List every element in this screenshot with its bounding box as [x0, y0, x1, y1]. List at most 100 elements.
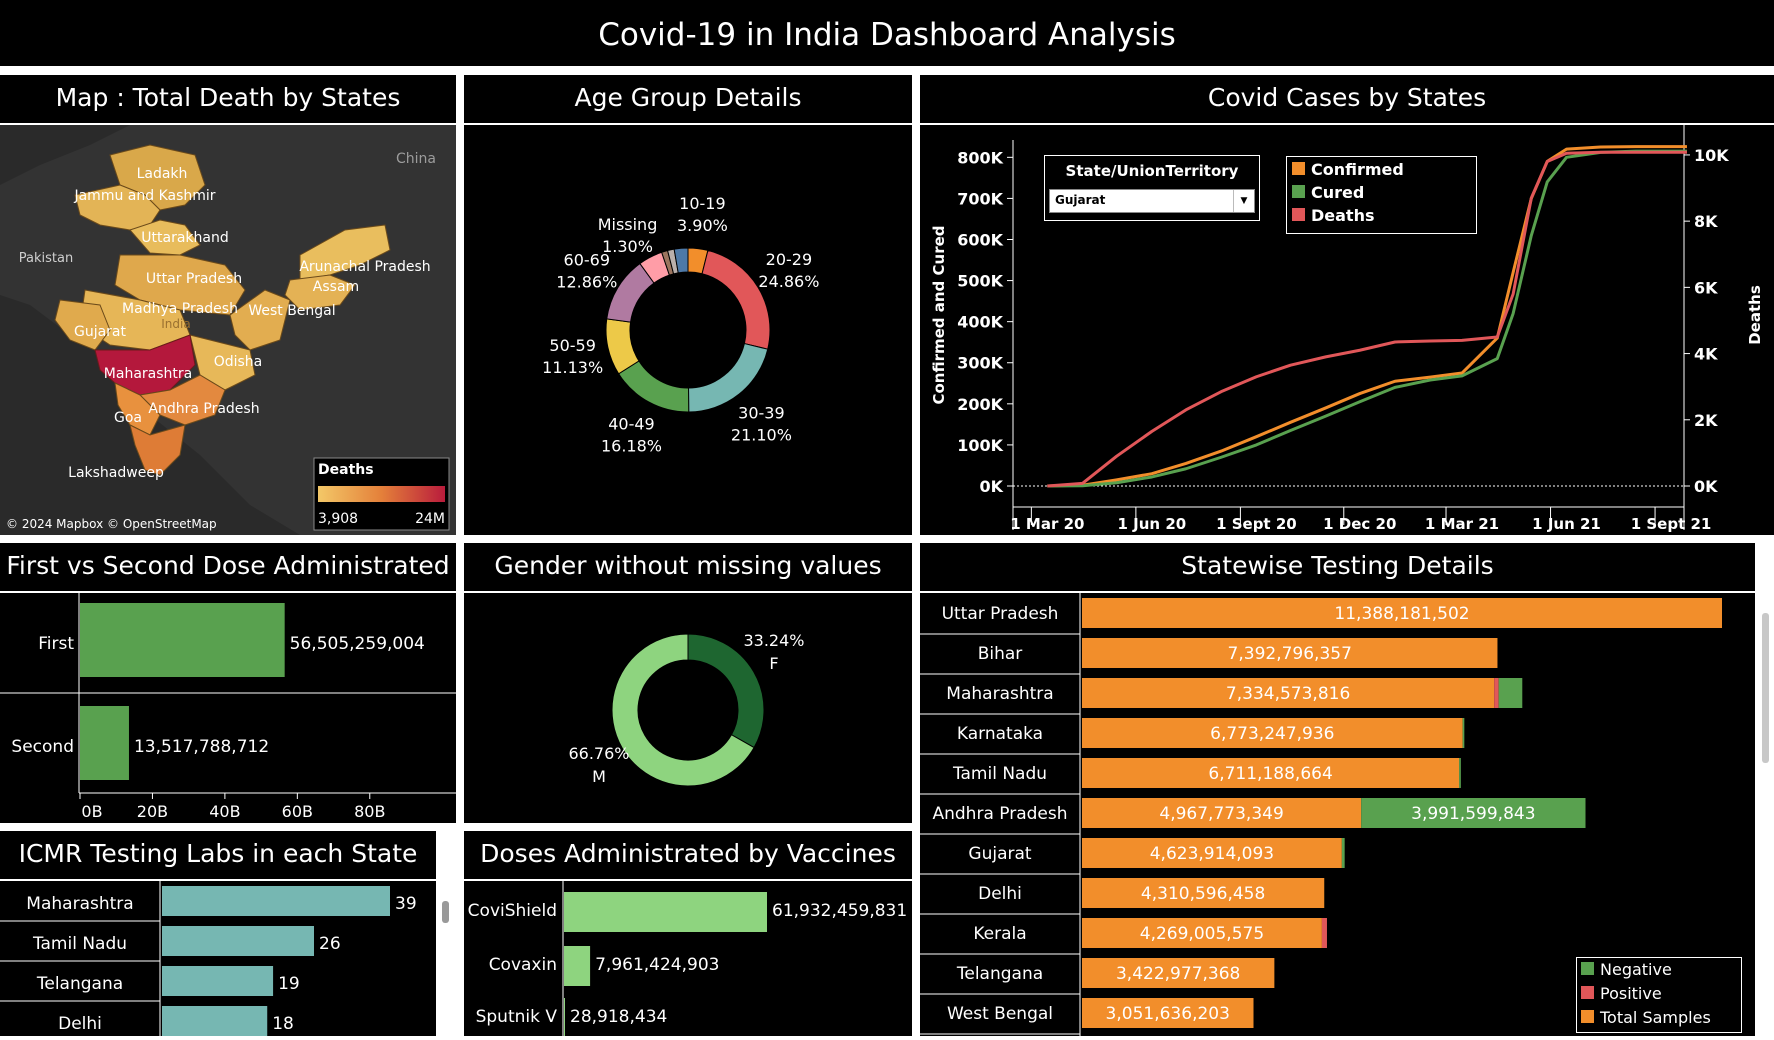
cases-y-tick-label: 500K: [957, 272, 1003, 291]
age-slice[interactable]: [688, 342, 769, 413]
state-filter-dropdown[interactable]: Gujarat ▼: [1049, 189, 1255, 213]
testing-bar-value: 4,623,914,093: [1150, 844, 1274, 864]
map-panel[interactable]: China Pakistan India Ladakh Jammu and Ka…: [0, 125, 456, 535]
testing-bar-total-samples[interactable]: [1082, 878, 1325, 908]
map-label-assam: Assam: [313, 279, 359, 295]
vaccine-bar-value: 28,918,434: [570, 1007, 667, 1027]
legend-item-confirmed[interactable]: Confirmed: [1292, 160, 1404, 179]
gender-donut-chart[interactable]: 33.24% F 66.76% M: [464, 593, 912, 823]
testing-bar-total-samples[interactable]: [1082, 678, 1495, 708]
testing-state-label: Maharashtra: [946, 684, 1053, 704]
testing-bar-positive[interactable]: [1494, 678, 1499, 708]
testing-stacked-bar-chart[interactable]: Uttar Pradesh 11,388,181,502 Bihar 7,392,79…: [920, 593, 1755, 1036]
icmr-scrollbar-thumb[interactable]: [442, 901, 449, 923]
cases-x-tick-label: 1 Sept 20: [1216, 515, 1297, 533]
map-label-goa: Goa: [114, 410, 142, 426]
legend-item-positive[interactable]: Positive: [1581, 984, 1662, 1003]
dose-bar[interactable]: [80, 706, 129, 780]
testing-bar-total-samples[interactable]: [1082, 838, 1342, 868]
region-south[interactable]: [129, 424, 186, 476]
cases-line-chart[interactable]: Confirmed and Cured Deaths 800K 700K 600K 5…: [920, 125, 1774, 535]
testing-bar-total-samples[interactable]: [1082, 958, 1275, 988]
age-donut-chart[interactable]: 10-19 3.90% 20-29 24.86% 30-39 21.10% 40-49 16.…: [464, 125, 912, 535]
region-assam[interactable]: [284, 274, 356, 311]
icmr-bar-chart[interactable]: Maharashtra 39 Tamil Nadu 26 Telangana 19 Delh…: [0, 881, 436, 1036]
dose-bar[interactable]: [80, 603, 285, 677]
vaccine-bar[interactable]: [564, 998, 565, 1038]
cases-line-confirmed[interactable]: [1047, 145, 1687, 488]
testing-bar-total-samples[interactable]: [1082, 758, 1460, 788]
testing-bar-total-samples[interactable]: [1082, 598, 1722, 628]
testing-bar-value: 6,773,247,936: [1210, 724, 1334, 744]
icmr-bar[interactable]: [162, 1006, 268, 1036]
gender-slice-m[interactable]: [611, 633, 755, 787]
vaccines-bar-chart[interactable]: CoviShield 61,932,459,831 Covaxin 7,961,424…: [464, 881, 912, 1038]
cases-y-tick-label: 100K: [957, 436, 1003, 455]
testing-bar-negative[interactable]: [1459, 758, 1461, 788]
cases-x-tick-label: 1 Jun 20: [1118, 515, 1187, 533]
testing-bar-total-samples[interactable]: [1082, 798, 1362, 828]
cases-y2-axis-label: Deaths: [1746, 285, 1764, 345]
age-slice[interactable]: [673, 247, 689, 274]
icmr-scrollbar[interactable]: [436, 881, 456, 1036]
vaccine-name-label: Sputnik V: [476, 1007, 558, 1027]
gender-f-label: F: [769, 654, 778, 673]
map-label-china: China: [396, 151, 436, 167]
testing-state-label: Delhi: [978, 884, 1022, 904]
legend-item-cured[interactable]: Cured: [1292, 183, 1364, 202]
map-label-lakshadweep: Lakshadweep: [68, 465, 164, 481]
cases-y2-tick-label: 8K: [1694, 212, 1718, 231]
testing-bar-total-samples[interactable]: [1082, 718, 1463, 748]
cases-x-tick-label: 1 Mar 21: [1425, 515, 1499, 533]
legend-item-total-samples[interactable]: Total Samples: [1581, 1008, 1711, 1027]
testing-scrollbar-thumb[interactable]: [1762, 613, 1769, 763]
testing-bar-total-samples[interactable]: [1082, 998, 1254, 1028]
icmr-bar-value: 26: [319, 934, 341, 954]
testing-bar-negative[interactable]: [1341, 838, 1345, 868]
vaccine-bar[interactable]: [564, 946, 591, 986]
testing-bar-negative[interactable]: [1361, 798, 1586, 828]
age-slice-pct: 24.86%: [758, 272, 819, 291]
testing-bar-total-samples[interactable]: [1082, 918, 1322, 948]
cases-x-tick-label: 1 Jun 21: [1532, 515, 1601, 533]
age-slice[interactable]: [617, 360, 690, 413]
map-label-arunachal: Arunachal Pradesh: [299, 259, 430, 275]
dose-category-label: Second: [11, 737, 74, 757]
region-odisha[interactable]: [189, 334, 256, 391]
age-slice-pct: 21.10%: [731, 425, 792, 444]
vaccine-bar-value: 7,961,424,903: [595, 955, 719, 975]
icmr-bar-value: 39: [395, 894, 417, 914]
india-map[interactable]: China Pakistan India Ladakh Jammu and Ka…: [0, 125, 456, 535]
vaccines-panel-title: Doses Administrated by Vaccines: [464, 831, 912, 879]
icmr-bar[interactable]: [162, 886, 390, 916]
dose-bar-chart[interactable]: First 56,505,259,004 Second 13,517,788,712 0…: [0, 593, 456, 823]
map-label-up: Uttar Pradesh: [146, 271, 242, 287]
age-slice[interactable]: [701, 249, 771, 350]
testing-bar-value: 6,711,188,664: [1208, 764, 1332, 784]
testing-bar-total-samples[interactable]: [1082, 638, 1498, 668]
vaccine-bar[interactable]: [564, 892, 767, 932]
testing-bar-negative[interactable]: [1462, 718, 1465, 748]
testing-scrollbar[interactable]: [1757, 593, 1774, 1036]
region-uttarakhand[interactable]: [129, 219, 201, 256]
testing-state-label: Tamil Nadu: [952, 764, 1047, 784]
icmr-bar[interactable]: [162, 926, 314, 956]
testing-bar-negative[interactable]: [1498, 678, 1523, 708]
icmr-panel-title: ICMR Testing Labs in each State: [0, 831, 436, 879]
map-legend-gradient: [318, 486, 445, 502]
legend-item-deaths[interactable]: Deaths: [1292, 206, 1375, 225]
cases-line-deaths[interactable]: [1047, 150, 1687, 488]
cases-line-cured[interactable]: [1047, 149, 1687, 488]
cases-y-tick-label: 700K: [957, 189, 1003, 208]
icmr-bar[interactable]: [162, 966, 274, 996]
region-wb[interactable]: [229, 289, 291, 351]
testing-bar-positive[interactable]: [1321, 918, 1327, 948]
legend-item-negative[interactable]: Negative: [1581, 960, 1672, 979]
map-label-ap: Andhra Pradesh: [148, 401, 259, 417]
region-ap[interactable]: [138, 374, 226, 426]
dashboard-header: Covid-19 in India Dashboard Analysis: [0, 0, 1774, 66]
dropdown-arrow-icon[interactable]: ▼: [1233, 190, 1254, 212]
map-label-wb: West Bengal: [248, 303, 335, 319]
gender-slice-f[interactable]: [687, 633, 765, 749]
vaccine-bar-value: 61,932,459,831: [772, 901, 907, 921]
